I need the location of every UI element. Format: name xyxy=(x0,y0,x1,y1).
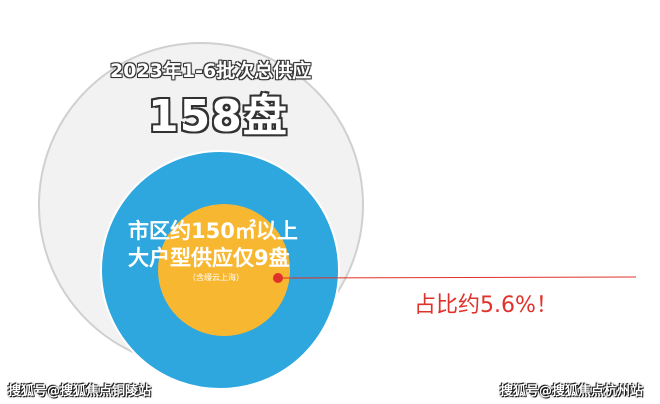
watermark-right: 搜狐号@搜狐焦点杭州站 xyxy=(500,384,644,399)
inner-line2: 大户型供应仅9盘 xyxy=(128,246,290,270)
headline-title: 2023年1-6批次总供应 xyxy=(110,60,312,82)
inner-line1: 市区约150㎡以上 xyxy=(128,219,298,243)
watermark-left: 搜狐号@搜狐焦点铜陵站 xyxy=(8,384,152,399)
callout-line xyxy=(277,276,637,279)
callout-text: 占比约5.6%！ xyxy=(414,293,558,318)
inner-note: （含缦云上海） xyxy=(188,273,244,282)
callout-dot xyxy=(273,273,283,283)
orange-circle xyxy=(158,204,290,336)
headline-total: 158盘 xyxy=(148,91,288,142)
